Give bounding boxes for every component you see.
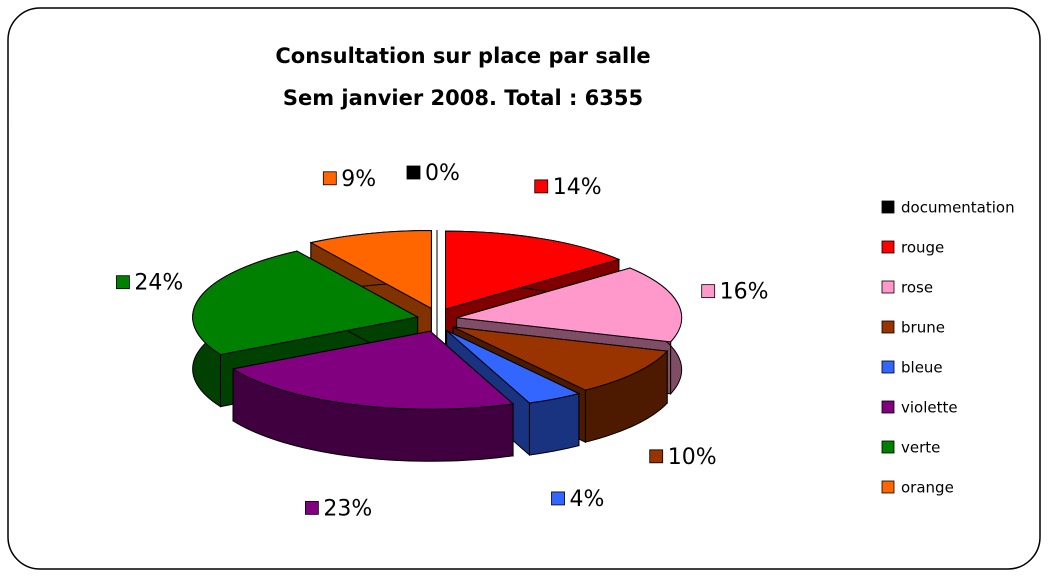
slice-top <box>456 267 683 343</box>
data-label: 9% <box>341 167 376 192</box>
slice <box>231 330 515 462</box>
legend-label: rose <box>901 279 933 297</box>
label-key <box>701 284 716 299</box>
data-label: 16% <box>720 280 769 305</box>
label-key <box>304 500 319 515</box>
legend-key <box>881 480 895 494</box>
legend-key <box>881 240 895 254</box>
legend-label: rouge <box>901 239 944 257</box>
slice-top <box>309 229 432 310</box>
legend-key <box>881 200 895 214</box>
legend-label: bleue <box>901 359 943 377</box>
label-key <box>534 179 549 194</box>
slice-top <box>446 330 581 404</box>
slice-top <box>452 326 669 391</box>
legend-label: violette <box>901 399 958 417</box>
chart-subtitle: Sem janvier 2008. Total : 6355 <box>283 86 643 110</box>
slice-wall <box>528 392 580 456</box>
legend-label: brune <box>901 319 945 337</box>
data-label: 10% <box>668 445 717 470</box>
data-label: 4% <box>570 487 605 512</box>
slice-top <box>192 250 420 356</box>
label-key <box>649 449 664 464</box>
label-key <box>551 491 565 506</box>
data-label: 23% <box>323 496 372 521</box>
slice-top <box>445 230 621 310</box>
label-key <box>322 171 337 186</box>
data-label: 14% <box>553 175 602 200</box>
legend-label: documentation <box>901 199 1015 217</box>
legend-key <box>881 440 895 454</box>
label-key <box>406 165 421 180</box>
legend-key <box>881 320 895 334</box>
data-label: 24% <box>134 271 183 296</box>
legend-key <box>881 400 895 414</box>
legend-key <box>881 280 895 294</box>
legend-label: verte <box>901 439 940 457</box>
slice-top <box>231 330 515 410</box>
legend-key <box>881 360 895 374</box>
legend-label: orange <box>901 479 954 497</box>
data-label: 0% <box>425 161 460 186</box>
label-key <box>116 275 130 290</box>
chart-title: Consultation sur place par salle <box>275 44 650 68</box>
